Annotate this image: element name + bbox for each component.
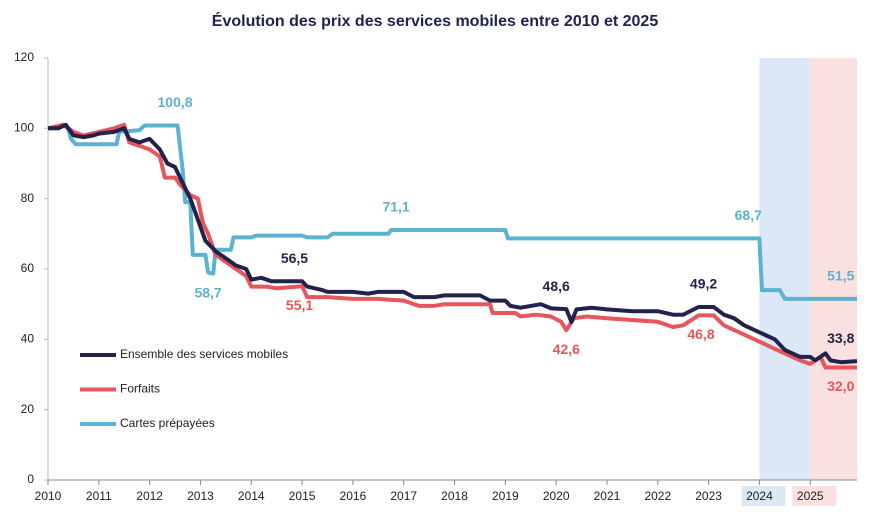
annotation: 32,0 <box>827 378 854 394</box>
annotation: 33,8 <box>827 330 854 346</box>
y-tick-label: 80 <box>21 191 35 205</box>
y-tick-label: 0 <box>27 472 34 486</box>
annotation: 48,6 <box>543 278 570 294</box>
y-tick-label: 100 <box>14 121 34 135</box>
annotation: 55,1 <box>286 297 313 313</box>
annotation: 56,5 <box>281 250 308 266</box>
x-tick-label: 2020 <box>543 489 570 503</box>
annotation: 49,2 <box>690 276 717 292</box>
tick-label-highlight <box>792 486 837 506</box>
y-tick-label: 40 <box>21 332 35 346</box>
annotation: 51,5 <box>827 268 854 284</box>
x-tick-label: 2014 <box>238 489 265 503</box>
x-tick-label: 2025 <box>797 489 824 503</box>
x-tick-label: 2024 <box>746 489 773 503</box>
annotation: 42,6 <box>553 341 580 357</box>
x-tick-label: 2021 <box>594 489 621 503</box>
chart-title: Évolution des prix des services mobiles … <box>212 11 659 30</box>
legend-label: Ensemble des services mobiles <box>120 347 288 361</box>
x-tick-label: 2015 <box>289 489 316 503</box>
x-tick-label: 2016 <box>340 489 367 503</box>
annotation: 46,8 <box>687 326 714 342</box>
series-line <box>48 122 857 301</box>
x-tick-label: 2012 <box>136 489 163 503</box>
series-line <box>47 122 857 370</box>
x-tick-label: 2010 <box>35 489 62 503</box>
highlight-band <box>810 58 857 480</box>
x-tick-label: 2011 <box>86 489 112 503</box>
annotation: 58,7 <box>194 284 221 300</box>
x-tick-label: 2017 <box>390 489 417 503</box>
y-tick-label: 20 <box>21 402 35 416</box>
tick-label-highlight <box>741 486 786 506</box>
x-tick-label: 2022 <box>644 489 671 503</box>
y-tick-label: 120 <box>14 50 34 64</box>
annotation: 71,1 <box>382 199 409 215</box>
legend-label: Forfaits <box>120 382 160 396</box>
series-line <box>48 122 858 365</box>
highlight-band <box>759 58 811 480</box>
x-tick-label: 2018 <box>441 489 468 503</box>
x-tick-label: 2023 <box>695 489 722 503</box>
x-tick-label: 2019 <box>492 489 519 503</box>
annotation: 68,7 <box>735 207 762 223</box>
x-tick-label: 2013 <box>187 489 214 503</box>
y-tick-label: 60 <box>21 261 35 275</box>
legend-label: Cartes prépayées <box>120 416 215 430</box>
annotation: 100,8 <box>158 94 193 110</box>
